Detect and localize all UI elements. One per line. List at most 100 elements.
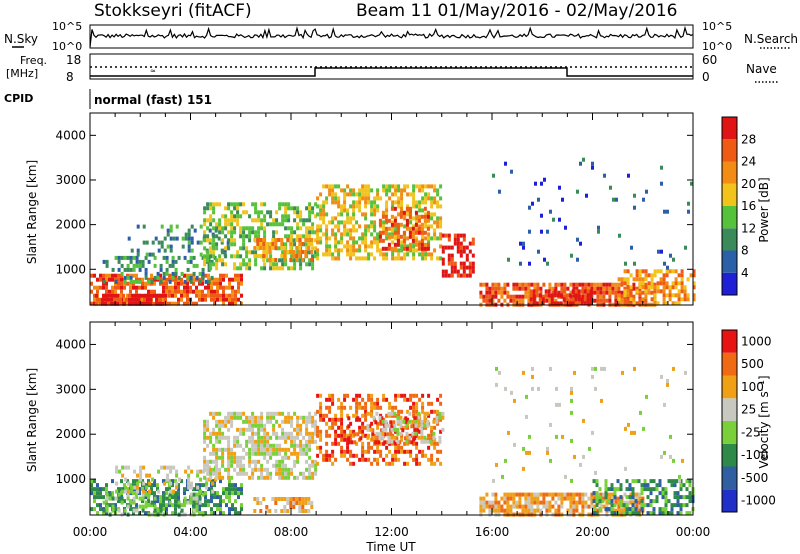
power-cell	[316, 240, 320, 245]
velocity-cell	[311, 423, 315, 428]
power-cell	[638, 277, 642, 282]
power-cell	[283, 250, 287, 254]
velocity-cell	[355, 405, 359, 410]
velocity-cell	[572, 504, 576, 509]
velocity-cell	[295, 497, 299, 501]
velocity-cell	[328, 397, 332, 402]
power-cell	[686, 293, 690, 298]
power-cell	[367, 228, 371, 233]
power-cell	[203, 254, 207, 259]
power-cell	[569, 298, 573, 303]
power-cell	[259, 254, 263, 258]
power-cell	[539, 290, 543, 295]
velocity-cell	[227, 427, 231, 432]
power-cell	[522, 245, 525, 250]
velocity-cell	[319, 437, 323, 442]
velocity-cell	[420, 431, 424, 436]
power-cell	[692, 297, 696, 302]
power-cell	[689, 273, 693, 278]
power-cell	[231, 285, 234, 290]
velocity-cell	[224, 467, 228, 472]
velocity-cell	[349, 453, 353, 458]
velocity-cell	[257, 443, 261, 448]
power-cell	[230, 222, 234, 227]
power-cell	[263, 214, 267, 219]
velocity-cell	[259, 501, 263, 505]
velocity-cell	[361, 445, 365, 450]
power-cell	[645, 189, 648, 194]
velocity-cell	[649, 491, 653, 496]
colorbar-tick-label: -1000	[741, 494, 776, 508]
velocity-cell	[439, 461, 443, 466]
velocity-cell	[572, 508, 576, 513]
velocity-cell	[405, 435, 409, 440]
velocity-cell	[236, 443, 240, 448]
power-cell	[210, 289, 213, 294]
power-cell	[453, 265, 457, 270]
power-cell	[156, 275, 160, 280]
power-cell	[602, 282, 606, 287]
power-cell	[301, 250, 305, 254]
velocity-cell	[479, 500, 483, 505]
velocity-cell	[189, 496, 193, 501]
power-cell	[399, 206, 403, 211]
velocity-cell	[579, 462, 582, 467]
power-cell	[305, 218, 309, 223]
velocity-cell	[201, 483, 204, 488]
velocity-cell	[203, 435, 207, 440]
power-cell	[650, 290, 654, 295]
power-cell	[418, 224, 422, 229]
power-cell	[376, 240, 380, 245]
velocity-cell	[240, 487, 243, 492]
velocity-cell	[281, 463, 285, 468]
velocity-cell	[376, 457, 380, 462]
velocity-cell	[617, 500, 621, 505]
velocity-cell	[530, 500, 534, 505]
power-cell	[174, 271, 178, 276]
velocity-cell	[299, 447, 303, 452]
power-cell	[674, 301, 678, 306]
power-cell	[381, 230, 385, 235]
velocity-cell	[394, 457, 398, 462]
power-cell	[462, 233, 466, 238]
velocity-colorbar-label: Velocity [m s⁻¹]	[757, 375, 771, 468]
power-cell	[623, 297, 627, 302]
velocity-cell	[664, 487, 668, 492]
velocity-cell	[195, 496, 199, 501]
velocity-cell	[349, 437, 353, 442]
velocity-cell	[93, 479, 96, 484]
power-cell	[608, 294, 612, 299]
velocity-cell	[331, 397, 335, 402]
velocity-cell	[518, 500, 522, 505]
velocity-cell	[172, 489, 176, 494]
power-cell	[414, 230, 418, 235]
velocity-cell	[394, 453, 398, 458]
power-cell	[412, 204, 416, 209]
power-cell	[319, 228, 323, 233]
power-cell	[512, 298, 516, 303]
power-cell	[485, 286, 489, 291]
power-cell	[462, 273, 466, 278]
power-cell	[349, 192, 353, 197]
velocity-cell	[325, 457, 329, 462]
velocity-cell	[171, 479, 174, 484]
power-cell	[227, 246, 231, 251]
velocity-cell	[638, 500, 642, 505]
velocity-cell	[105, 504, 109, 509]
velocity-cell	[287, 419, 291, 424]
power-cell	[355, 240, 359, 245]
velocity-cell	[510, 390, 513, 395]
velocity-cell	[638, 496, 642, 501]
velocity-cell	[293, 427, 297, 432]
power-cell	[123, 285, 126, 290]
velocity-cell	[414, 423, 418, 428]
velocity-cell	[144, 504, 148, 509]
power-cell	[331, 196, 335, 201]
velocity-cell	[144, 492, 148, 497]
power-cell	[117, 255, 121, 260]
power-cell	[647, 281, 651, 286]
power-cell	[515, 298, 519, 303]
power-cell	[580, 297, 584, 302]
velocity-cell	[199, 469, 203, 474]
power-cell	[186, 297, 189, 302]
